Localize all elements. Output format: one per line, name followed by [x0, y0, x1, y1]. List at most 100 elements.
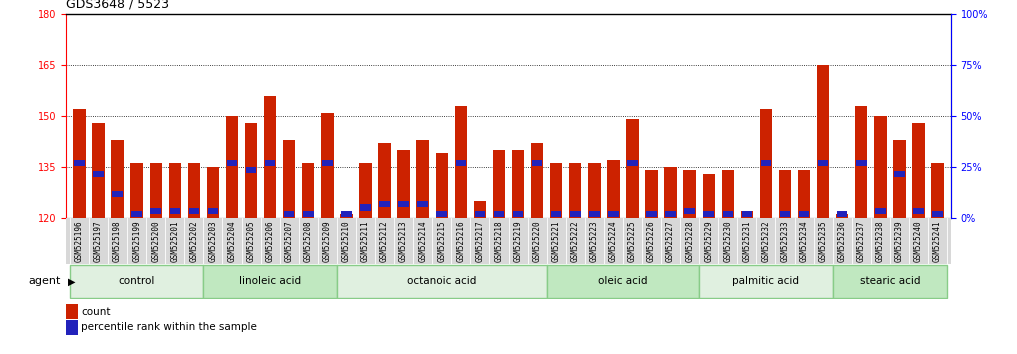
Bar: [722, 170, 734, 218]
Text: GSM525225: GSM525225: [627, 220, 637, 262]
Bar: [780, 211, 790, 217]
Bar: [131, 211, 142, 217]
Bar: [207, 208, 219, 214]
Text: GSM525212: GSM525212: [380, 220, 390, 262]
Text: GSM525238: GSM525238: [876, 220, 885, 262]
Bar: [474, 201, 486, 218]
Bar: [112, 140, 124, 218]
Bar: [607, 160, 619, 218]
Bar: [398, 150, 410, 218]
Text: GSM525233: GSM525233: [780, 220, 789, 262]
Text: GSM525229: GSM525229: [704, 220, 713, 262]
Bar: [626, 119, 639, 218]
Bar: [588, 164, 600, 218]
Text: GDS3648 / 5523: GDS3648 / 5523: [66, 0, 169, 11]
FancyBboxPatch shape: [337, 265, 547, 298]
Bar: [456, 160, 466, 166]
Text: GSM525220: GSM525220: [533, 220, 542, 262]
Text: GSM525235: GSM525235: [819, 220, 828, 262]
Bar: [798, 211, 810, 217]
Text: GSM525219: GSM525219: [514, 220, 523, 262]
Bar: [302, 164, 314, 218]
Bar: [493, 150, 505, 218]
Bar: [532, 160, 542, 166]
Bar: [359, 164, 371, 218]
Bar: [379, 201, 390, 207]
Bar: [513, 211, 524, 217]
Text: stearic acid: stearic acid: [859, 276, 920, 286]
Text: percentile rank within the sample: percentile rank within the sample: [81, 322, 257, 332]
Bar: [741, 211, 753, 217]
Bar: [246, 167, 256, 173]
Bar: [932, 164, 944, 218]
FancyBboxPatch shape: [70, 265, 203, 298]
Text: GSM525213: GSM525213: [399, 220, 408, 262]
Bar: [321, 113, 334, 218]
Bar: [303, 211, 313, 217]
Bar: [570, 164, 582, 218]
Text: GSM525215: GSM525215: [437, 220, 446, 262]
Text: GSM525216: GSM525216: [457, 220, 466, 262]
FancyBboxPatch shape: [547, 265, 700, 298]
Text: GSM525228: GSM525228: [685, 220, 695, 262]
Bar: [112, 191, 123, 197]
Text: GSM525197: GSM525197: [94, 220, 103, 262]
Text: GSM525203: GSM525203: [208, 220, 218, 262]
Bar: [683, 170, 696, 218]
Bar: [836, 214, 848, 218]
Bar: [608, 211, 618, 217]
Text: GSM525210: GSM525210: [342, 220, 351, 262]
Bar: [531, 143, 543, 218]
Bar: [875, 116, 887, 218]
Bar: [855, 106, 868, 218]
Bar: [399, 201, 409, 207]
Text: GSM525222: GSM525222: [571, 220, 580, 262]
Bar: [664, 167, 676, 218]
Bar: [417, 140, 429, 218]
Text: GSM525239: GSM525239: [895, 220, 904, 262]
Bar: [283, 140, 295, 218]
Bar: [360, 205, 371, 211]
Text: palmitic acid: palmitic acid: [732, 276, 799, 286]
Bar: [875, 208, 886, 214]
Bar: [341, 211, 352, 217]
Bar: [933, 211, 943, 217]
Text: octanoic acid: octanoic acid: [407, 276, 476, 286]
Bar: [818, 160, 829, 166]
Bar: [93, 123, 105, 218]
Bar: [760, 109, 772, 218]
Text: GSM525199: GSM525199: [132, 220, 141, 262]
Bar: [227, 160, 237, 166]
Text: GSM525221: GSM525221: [551, 220, 560, 262]
Bar: [149, 164, 162, 218]
Text: GSM525232: GSM525232: [762, 220, 771, 262]
Bar: [264, 96, 277, 218]
Text: GSM525200: GSM525200: [152, 220, 161, 262]
Bar: [722, 211, 733, 217]
Text: GSM525240: GSM525240: [914, 220, 923, 262]
Bar: [704, 211, 714, 217]
Bar: [435, 153, 447, 218]
Bar: [226, 116, 238, 218]
Text: GSM525211: GSM525211: [361, 220, 370, 262]
Text: GSM525223: GSM525223: [590, 220, 599, 262]
Bar: [684, 208, 695, 214]
Bar: [245, 123, 257, 218]
Text: GSM525207: GSM525207: [285, 220, 294, 262]
Bar: [170, 208, 180, 214]
Text: ▶: ▶: [68, 276, 75, 286]
Text: GSM525214: GSM525214: [418, 220, 427, 262]
Text: GSM525198: GSM525198: [113, 220, 122, 262]
Text: GSM525236: GSM525236: [838, 220, 847, 262]
Bar: [912, 123, 924, 218]
Text: GSM525196: GSM525196: [75, 220, 84, 262]
Text: GSM525226: GSM525226: [647, 220, 656, 262]
Bar: [417, 201, 428, 207]
Text: agent: agent: [28, 276, 61, 286]
Bar: [837, 211, 847, 217]
Bar: [493, 211, 504, 217]
Bar: [551, 211, 561, 217]
Bar: [589, 211, 600, 217]
Bar: [646, 211, 657, 217]
Bar: [856, 160, 866, 166]
